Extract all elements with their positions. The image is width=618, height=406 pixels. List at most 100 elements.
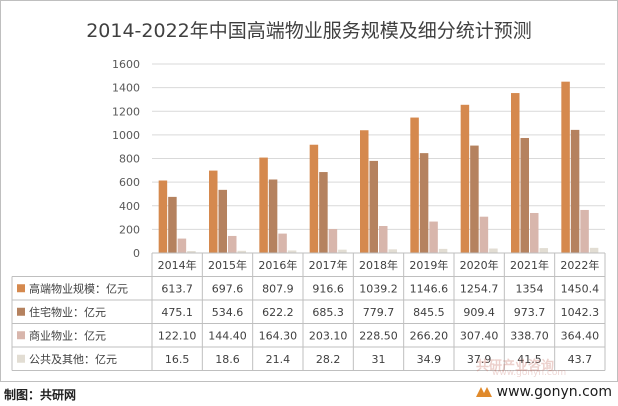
bar-4 (187, 251, 196, 253)
bar-1 (360, 130, 369, 253)
bar-1 (259, 157, 268, 253)
data-label: 779.7 (363, 306, 395, 319)
data-label: 21.4 (266, 353, 291, 366)
bar-3 (278, 233, 287, 253)
bar-1 (561, 81, 570, 253)
legend-swatch (17, 284, 25, 293)
bar-1 (209, 170, 218, 253)
bar-2 (520, 137, 529, 253)
data-label: 807.9 (262, 282, 294, 295)
chart-svg: 0 200 400 600 800 1000 1200 1400 1600 2014年 2015年 2… (11, 58, 606, 371)
data-label: 364.40 (561, 329, 600, 342)
y-tick-label: 1400 (112, 82, 140, 95)
y-tick-label: 200 (119, 223, 140, 236)
source-note: 制图：共研网 (4, 388, 77, 402)
data-label: 203.10 (309, 329, 348, 342)
data-label: 1039.2 (359, 282, 398, 295)
data-label: 916.6 (312, 282, 344, 295)
data-label: 307.40 (460, 329, 499, 342)
bar-2 (470, 145, 479, 253)
data-label: 1146.6 (410, 282, 449, 295)
bar-1 (410, 117, 419, 253)
y-tick-label: 600 (119, 176, 140, 189)
data-label: 1042.3 (561, 306, 600, 319)
legend-label: 商业物业：亿元 (29, 328, 106, 342)
data-label: 613.7 (161, 282, 193, 295)
data-label: 338.70 (510, 329, 549, 342)
legend-swatch (17, 307, 25, 316)
bar-2 (218, 189, 227, 253)
bar-4 (589, 247, 599, 253)
data-label: 973.7 (514, 306, 546, 319)
legend-swatch (17, 354, 25, 363)
y-tick-label: 800 (119, 153, 140, 166)
brand-logo-icon (475, 387, 492, 397)
bar-3 (379, 226, 388, 253)
data-label: 16.5 (165, 353, 190, 366)
bar-3 (328, 229, 338, 253)
x-tick-label: 2020年 (460, 258, 499, 272)
data-label: 41.5 (517, 353, 542, 366)
bar-2 (268, 179, 278, 253)
bar-3 (429, 221, 438, 253)
chart-title: 2014-2022年中国高端物业服务规模及细分统计预测 (86, 20, 532, 42)
watermark-url: www.gonyn.com (492, 368, 567, 378)
bar-4 (388, 249, 397, 253)
data-label: 1354 (516, 282, 544, 295)
y-tick-label: 1200 (112, 105, 140, 118)
bar-1 (511, 93, 520, 253)
bar-3 (177, 238, 187, 253)
data-label: 909.4 (463, 306, 495, 319)
data-label: 31 (372, 353, 386, 366)
site-credit: www.gonyn.com (475, 384, 612, 400)
bar-4 (338, 249, 347, 253)
bar-4 (237, 250, 246, 253)
legend-label: 高端物业规模：亿元 (29, 281, 128, 295)
data-label: 622.2 (262, 306, 294, 319)
legend-swatch (17, 331, 25, 340)
data-label: 685.3 (312, 306, 344, 319)
bar-4 (438, 248, 448, 253)
data-label: 845.5 (413, 306, 445, 319)
bar-3 (530, 212, 539, 253)
legend-label: 公共及其他：亿元 (29, 353, 117, 366)
data-label: 43.7 (568, 353, 593, 366)
bar-1 (309, 144, 319, 253)
data-label: 266.20 (410, 329, 449, 342)
x-tick-label: 2022年 (560, 258, 599, 272)
data-label: 1450.4 (561, 282, 600, 295)
bar-2 (168, 196, 177, 253)
bar-2 (419, 153, 429, 253)
bar-2 (319, 172, 328, 253)
bar-3 (580, 209, 589, 253)
x-tick-label: 2021年 (510, 258, 549, 272)
x-tick-label: 2018年 (359, 258, 398, 272)
bar-2 (369, 160, 378, 253)
data-label: 228.50 (359, 329, 398, 342)
bar-4 (287, 250, 297, 253)
data-label: 18.6 (215, 353, 240, 366)
data-label: 144.40 (208, 329, 247, 342)
data-label: 475.1 (161, 306, 193, 319)
bar-4 (539, 248, 548, 253)
data-label: 534.6 (212, 306, 244, 319)
x-tick-label: 2015年 (208, 258, 247, 272)
bar-1 (158, 180, 168, 253)
y-tick-label: 1600 (112, 58, 140, 71)
data-label: 1254.7 (460, 282, 499, 295)
bar-2 (570, 129, 580, 253)
bar-4 (489, 248, 498, 253)
data-label: 697.6 (212, 282, 244, 295)
x-tick-label: 2019年 (409, 258, 448, 272)
y-tick-label: 400 (119, 200, 140, 213)
y-tick-label: 0 (133, 247, 140, 260)
site-url: www.gonyn.com (496, 384, 612, 400)
x-tick-label: 2016年 (258, 258, 297, 272)
y-tick-label: 1000 (112, 129, 140, 142)
bar-1 (460, 104, 470, 253)
data-label: 34.9 (417, 353, 442, 366)
data-label: 122.10 (158, 329, 197, 342)
bar-3 (228, 235, 237, 253)
x-tick-label: 2017年 (309, 258, 348, 272)
data-label: 28.2 (316, 353, 341, 366)
